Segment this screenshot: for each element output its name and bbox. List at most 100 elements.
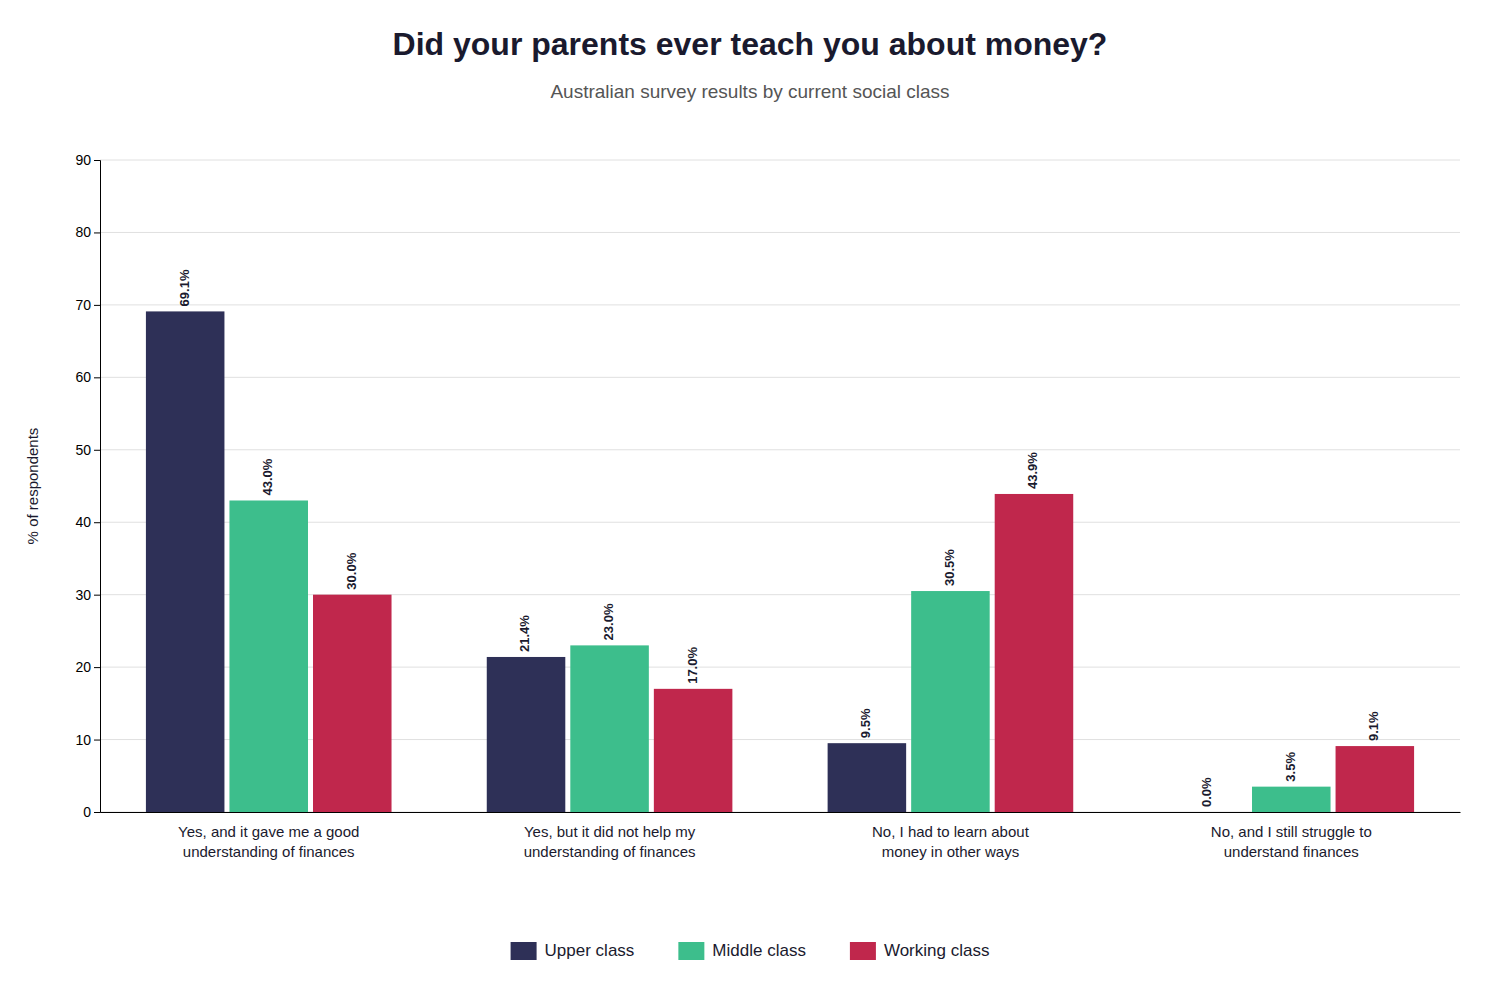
subtitle: Australian survey results by current soc…	[550, 81, 949, 102]
y-tick-mark	[94, 160, 100, 161]
grid-line	[100, 304, 1460, 305]
y-tick-label: 10	[75, 732, 91, 748]
title: Did your parents ever teach you about mo…	[393, 26, 1108, 62]
data-label: 43.9%	[1025, 452, 1040, 489]
grid-line	[100, 449, 1460, 450]
x-tick-label-line: money in other ways	[882, 843, 1020, 860]
y-tick: 10	[75, 732, 100, 748]
data-label: 9.5%	[858, 708, 873, 738]
legend-item: Working class	[850, 941, 990, 960]
y-axis: 0 10 20 30 40 50 60 70 80 90	[75, 152, 100, 820]
x-tick-label: Yes, but it did not help my understanding…	[524, 823, 696, 860]
data-label: 0.0%	[1199, 777, 1214, 807]
y-tick-label: 30	[75, 587, 91, 603]
bars	[146, 311, 1414, 812]
x-tick-label-line: understanding of finances	[524, 843, 696, 860]
x-tick-label: Yes, and it gave me a good understanding …	[178, 823, 359, 860]
y-tick-mark	[94, 377, 100, 378]
y-tick-label: 80	[75, 224, 91, 240]
x-tick-label-line: Yes, and it gave me a good	[178, 823, 359, 840]
y-tick-label: 0	[83, 804, 91, 820]
bar	[1252, 787, 1331, 812]
data-label: 30.5%	[942, 549, 957, 586]
bar	[654, 689, 733, 812]
legend-label: Upper class	[545, 941, 635, 960]
y-tick: 40	[75, 514, 100, 530]
grid	[100, 160, 1460, 812]
bar-series	[313, 494, 1414, 812]
x-tick: Yes, but it did not help my understanding…	[524, 812, 696, 860]
data-label: 43.0%	[260, 458, 275, 495]
legend-swatch	[511, 942, 537, 960]
y-tick: 20	[75, 659, 100, 675]
y-tick-label: 70	[75, 297, 91, 313]
x-tick-label-line: No, and I still struggle to	[1211, 823, 1372, 840]
legend: Upper class Middle class Working class	[511, 941, 990, 960]
data-label: 9.1%	[1366, 711, 1381, 741]
y-tick: 30	[75, 587, 100, 603]
grid-line	[100, 160, 1460, 161]
y-tick-label: 40	[75, 514, 91, 530]
y-tick-label: 20	[75, 659, 91, 675]
grid-line	[100, 232, 1460, 233]
bar	[911, 591, 990, 812]
x-tick-label-line: No, I had to learn about	[872, 823, 1030, 840]
y-axis-line	[94, 161, 101, 813]
data-label: 30.0%	[344, 552, 359, 589]
x-tick-label-line: understanding of finances	[183, 843, 355, 860]
y-tick-mark	[94, 450, 100, 451]
legend-swatch	[678, 942, 704, 960]
y-tick: 0	[83, 804, 100, 820]
y-tick-mark	[94, 305, 100, 306]
x-axis-line	[101, 812, 1461, 813]
y-tick-mark	[94, 667, 100, 668]
bar	[146, 311, 225, 812]
bar	[570, 645, 649, 812]
x-tick-label: No, I had to learn about money in other w…	[872, 823, 1030, 860]
y-tick: 90	[75, 152, 100, 168]
chart-svg: Did your parents ever teach you about mo…	[0, 0, 1500, 1002]
legend-item: Upper class	[511, 941, 635, 960]
y-tick-mark	[94, 812, 100, 813]
plot: 0 10 20 30 40 50 60 70 80 90 % of respondents 69.1%…	[24, 152, 1461, 860]
data-label: 17.0%	[685, 647, 700, 684]
bar	[995, 494, 1074, 812]
x-axis: Yes, and it gave me a good understanding …	[101, 812, 1461, 860]
x-tick-label-line: Yes, but it did not help my	[524, 823, 696, 840]
data-label: 3.5%	[1283, 752, 1298, 782]
y-tick-label: 50	[75, 442, 91, 458]
bar	[313, 595, 392, 812]
bar-series	[146, 311, 906, 812]
legend-label: Middle class	[712, 941, 806, 960]
bar	[1336, 746, 1415, 812]
data-label: 23.0%	[601, 603, 616, 640]
bar-series	[229, 500, 1330, 812]
legend-swatch	[850, 942, 876, 960]
y-tick-mark	[94, 595, 100, 596]
y-tick: 70	[75, 297, 100, 313]
legend-item: Middle class	[678, 941, 806, 960]
bar	[828, 743, 907, 812]
x-tick-label-line: understand finances	[1224, 843, 1359, 860]
x-tick: No, and I still struggle to understand fi…	[1211, 812, 1372, 860]
bar	[1168, 812, 1247, 813]
x-tick-label: No, and I still struggle to understand fi…	[1211, 823, 1372, 860]
y-tick-label: 60	[75, 369, 91, 385]
y-tick-mark	[94, 522, 100, 523]
y-axis-title: % of respondents	[24, 428, 41, 545]
x-tick: No, I had to learn about money in other w…	[872, 812, 1030, 860]
data-label: 69.1%	[177, 269, 192, 306]
grid-line	[100, 377, 1460, 378]
y-tick: 50	[75, 442, 100, 458]
y-tick-label: 90	[75, 152, 91, 168]
bar	[487, 657, 566, 812]
y-tick-mark	[94, 740, 100, 741]
legend-label: Working class	[884, 941, 990, 960]
x-tick: Yes, and it gave me a good understanding …	[178, 812, 359, 860]
y-tick: 80	[75, 224, 100, 240]
y-tick: 60	[75, 369, 100, 385]
data-labels: 69.1% 21.4% 9.5% 0.0% 43.0% 23.0% 30.5% 3.5% 30.…	[177, 269, 1382, 807]
data-label: 21.4%	[517, 615, 532, 652]
bar	[229, 500, 308, 812]
y-tick-mark	[94, 232, 100, 233]
